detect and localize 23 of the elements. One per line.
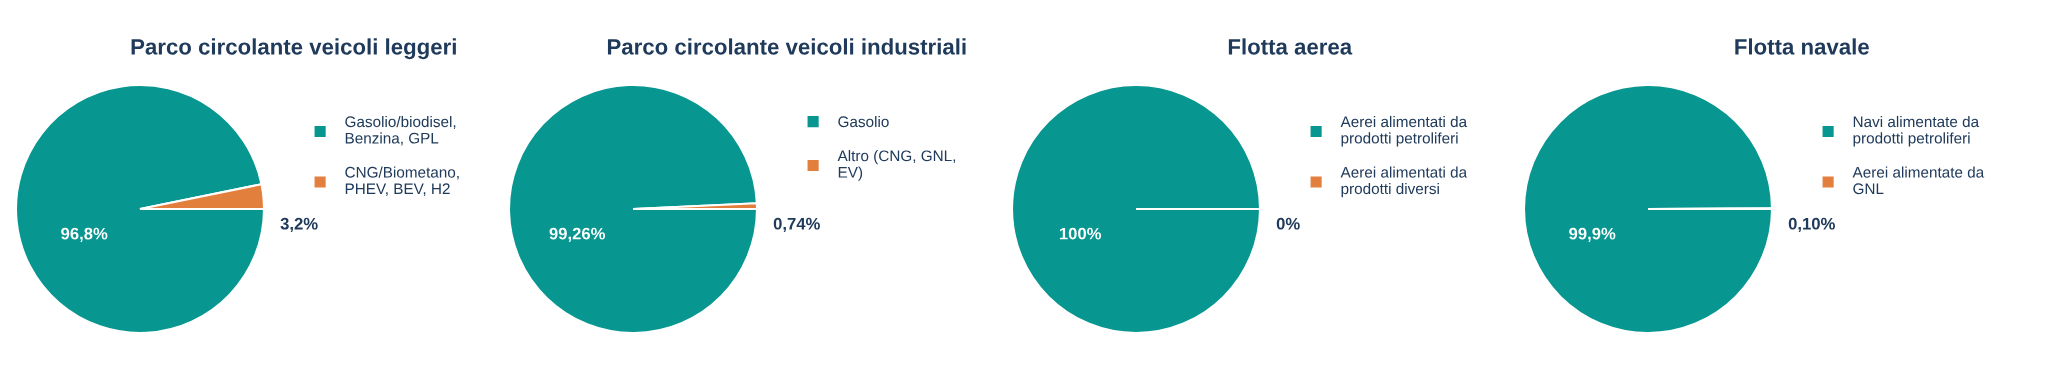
data-label: 99,26% [549, 227, 606, 242]
data-label: 0,10% [1788, 217, 1835, 233]
legend-label: Aerei alimentati da prodotti petroliferi [1340, 115, 1468, 147]
pie-slice [14, 83, 266, 335]
legend-label: Navi alimentate da prodotti petroliferi [1853, 115, 1980, 147]
legend-label: Gasolio [838, 115, 889, 128]
pie-slice [507, 83, 759, 335]
chart-title: Parco circolante veicoli leggeri [131, 38, 456, 60]
chart-title: Flotta aerea [1228, 38, 1353, 55]
legend-label: Altro (CNG, GNL, EV) [837, 150, 956, 181]
legend-label: Aerei alimentate da GNL [1852, 166, 1985, 195]
chart-title: Parco circolante veicoli industriali [607, 38, 966, 55]
data-label: 100% [1059, 227, 1102, 240]
data-label: 3,2% [280, 217, 318, 233]
legend-label: CNG/Biometano, PHEV, BEV, H2 [345, 166, 459, 196]
legend-label: Aerei alimentati da prodotti diversi [1340, 166, 1468, 198]
data-label: 0,74% [773, 217, 820, 233]
legend-label: Gasolio/biodisel, Benzina, GPL [345, 115, 456, 146]
data-label: 99,9% [1569, 227, 1616, 242]
data-label: 96,8% [61, 227, 108, 242]
text: 0% [1276, 217, 1300, 230]
chart-title: Flotta navale [1735, 38, 1869, 55]
pie-slice [1522, 83, 1774, 335]
